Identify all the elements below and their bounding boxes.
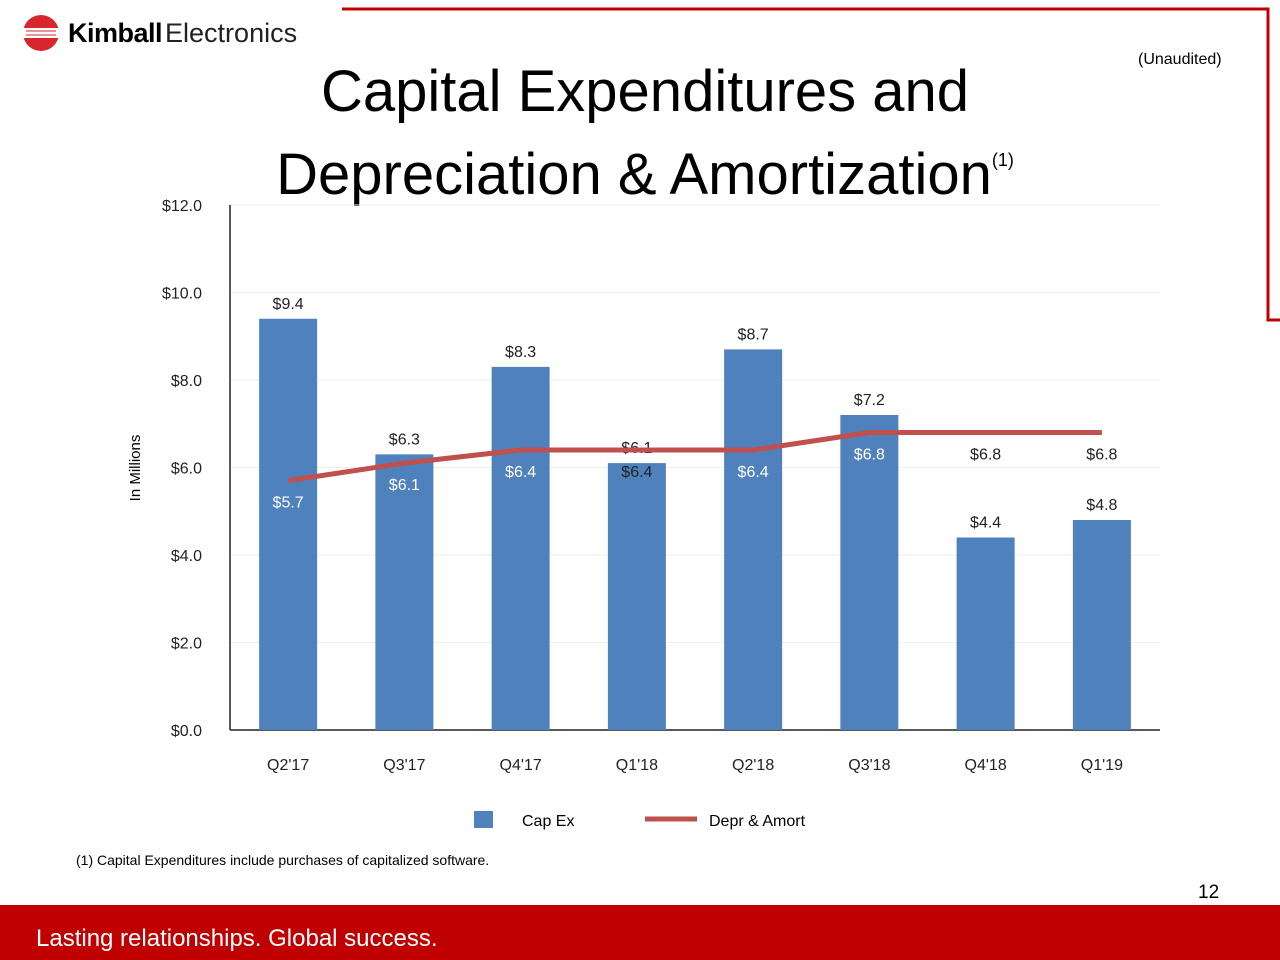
page-number: 12 (1198, 882, 1220, 903)
bar-capex (1072, 520, 1131, 730)
bar-capex (724, 349, 783, 730)
line-depr-amort (287, 430, 1102, 484)
line-label: $6.4 (738, 464, 769, 481)
line-label: $6.4 (505, 464, 536, 481)
logo-sub: Electronics (165, 17, 298, 48)
y-tick-label: $6.0 (171, 461, 202, 478)
bar-label: $9.4 (273, 296, 304, 313)
bar-label: $6.3 (389, 431, 420, 448)
y-tick-label: $0.0 (171, 723, 202, 740)
y-tick-label: $8.0 (171, 373, 202, 390)
title-line-2: Depreciation & Amortization (276, 142, 992, 207)
x-tick-label: Q1'18 (616, 757, 658, 774)
line-label: $6.8 (970, 447, 1001, 464)
bar-label: $7.2 (854, 392, 885, 409)
x-tick-label: Q1'19 (1081, 757, 1123, 774)
legend-depr-label: Depr & Amort (709, 813, 806, 830)
x-tick-label: Q4'18 (965, 757, 1007, 774)
line-label: $5.7 (273, 495, 304, 512)
bar-capex (375, 454, 434, 730)
bar-label: $8.7 (738, 326, 769, 343)
title-footnote-ref: (1) (991, 150, 1014, 170)
bar-capex (259, 318, 318, 730)
bar-capex (607, 463, 666, 730)
unaudited-note: (Unaudited) (1138, 51, 1222, 68)
bar-label: $4.8 (1086, 497, 1117, 514)
logo-brand: Kimball (68, 17, 163, 48)
y-tick-label: $4.0 (171, 548, 202, 565)
line-label: $6.1 (389, 477, 420, 494)
x-tick-label: Q2'17 (267, 757, 309, 774)
page-title: Capital Expenditures and Depreciation & … (200, 58, 1090, 209)
y-axis-label: In Millions (127, 435, 144, 502)
x-tick-label: Q3'17 (383, 757, 425, 774)
bar-label: $4.4 (970, 515, 1001, 532)
x-tick-label: Q4'17 (500, 757, 542, 774)
legend-capex-swatch (474, 811, 493, 828)
line-label: $6.8 (1086, 447, 1117, 464)
bar-label: $8.3 (505, 344, 536, 361)
bar-capex (840, 415, 899, 730)
footnote: (1) Capital Expenditures include purchas… (76, 852, 490, 868)
y-tick-label: $10.0 (162, 286, 202, 303)
chart: $0.0 $2.0 $4.0 $6.0 $8.0 $10.0 $12.0 In Million… (127, 198, 1160, 830)
bar-capex (956, 537, 1015, 730)
x-tick-label: Q3'18 (848, 757, 890, 774)
y-tick-label: $2.0 (171, 636, 202, 653)
y-tick-label: $12.0 (162, 198, 202, 215)
x-tick-label: Q2'18 (732, 757, 774, 774)
line-label: $6.8 (854, 447, 885, 464)
bar-capex (491, 366, 550, 730)
legend-capex-label: Cap Ex (522, 813, 574, 830)
title-line-1: Capital Expenditures and (320, 59, 970, 124)
logo-mark-icon (22, 15, 60, 51)
footer-band (0, 905, 1280, 960)
company-logo: Kimball Electronics (22, 14, 297, 52)
line-label: $6.4 (621, 464, 652, 481)
tagline: Lasting relationships. Global success. (36, 925, 438, 952)
